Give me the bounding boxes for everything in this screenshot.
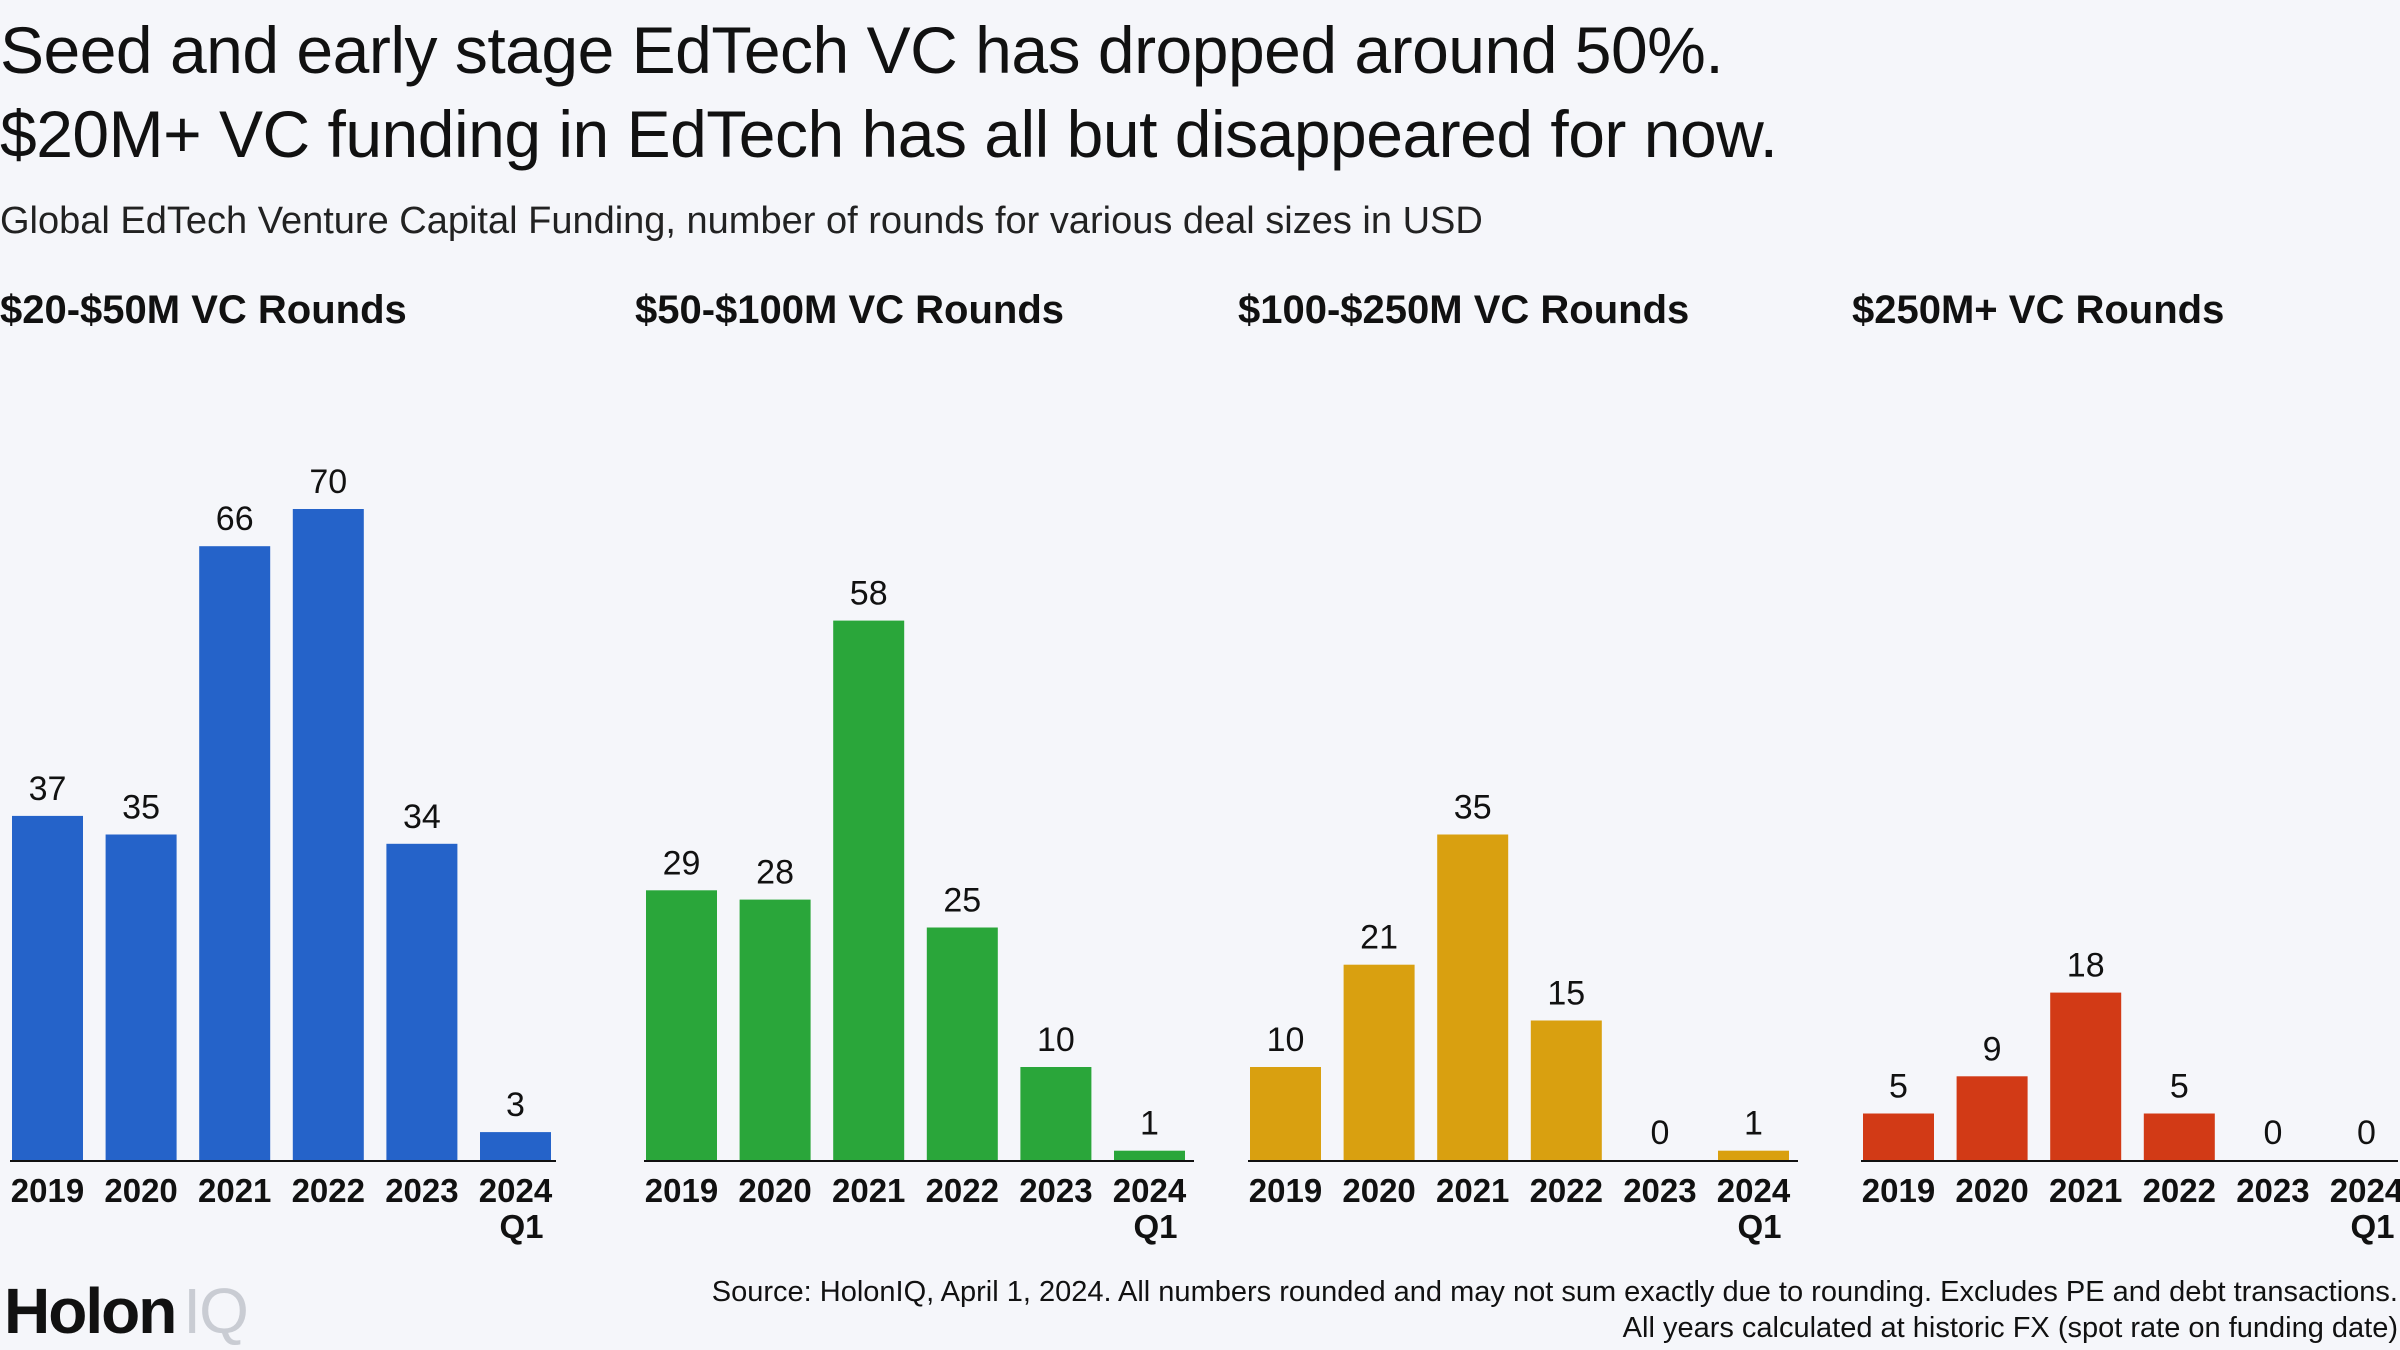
x-tick-label: 2024 bbox=[479, 1172, 553, 1209]
headline-line-2: $20M+ VC funding in EdTech has all but d… bbox=[0, 97, 1778, 171]
data-label: 3 bbox=[506, 1086, 525, 1124]
headline: Seed and early stage EdTech VC has dropp… bbox=[0, 8, 1778, 176]
source-line-1: Source: HolonIQ, April 1, 2024. All numb… bbox=[711, 1276, 2398, 1308]
x-tick-label: 2024 bbox=[2330, 1172, 2400, 1209]
panel-title-2: $50-$100M VC Rounds bbox=[635, 288, 1064, 332]
data-label: 18 bbox=[2067, 947, 2105, 985]
data-label: 37 bbox=[29, 770, 67, 808]
chart-subtitle: Global EdTech Venture Capital Funding, n… bbox=[0, 200, 1483, 242]
x-tick-label: 2020 bbox=[1342, 1172, 1415, 1209]
x-tick-label: 2019 bbox=[1862, 1172, 1935, 1209]
bar bbox=[926, 927, 998, 1160]
data-label: 0 bbox=[2263, 1114, 2282, 1152]
bar bbox=[1530, 1020, 1602, 1160]
bar bbox=[833, 620, 905, 1160]
data-label: 0 bbox=[2357, 1114, 2376, 1152]
data-label: 35 bbox=[122, 789, 160, 827]
data-label: 58 bbox=[850, 575, 888, 613]
x-tick-label: 2020 bbox=[738, 1172, 811, 1209]
x-tick-label: 2020 bbox=[104, 1172, 177, 1209]
x-tick-label-sub: Q1 bbox=[1737, 1208, 1781, 1245]
x-tick-label: 2023 bbox=[385, 1172, 458, 1209]
x-tick-label: 2021 bbox=[2049, 1172, 2122, 1209]
data-label: 5 bbox=[2170, 1068, 2189, 1106]
x-tick-label: 2021 bbox=[198, 1172, 271, 1209]
bar bbox=[2143, 1113, 2215, 1160]
holoniq-logo: Holon IQ bbox=[4, 1275, 249, 1347]
data-label: 10 bbox=[1267, 1021, 1305, 1059]
bar bbox=[105, 834, 177, 1160]
bar bbox=[386, 843, 458, 1160]
x-tick-label: 2019 bbox=[645, 1172, 718, 1209]
headline-line-1: Seed and early stage EdTech VC has dropp… bbox=[0, 13, 1724, 87]
bar bbox=[1114, 1150, 1185, 1160]
data-label: 1 bbox=[1744, 1105, 1763, 1143]
x-tick-label: 2023 bbox=[1019, 1172, 1092, 1209]
bar bbox=[1863, 1113, 1934, 1160]
logo-accent: IQ bbox=[183, 1275, 249, 1347]
data-label: 15 bbox=[1547, 975, 1585, 1013]
data-label: 21 bbox=[1360, 919, 1398, 957]
panel-title-3: $100-$250M VC Rounds bbox=[1238, 288, 1689, 332]
x-tick-label: 2021 bbox=[832, 1172, 905, 1209]
data-label: 29 bbox=[663, 844, 701, 882]
bar bbox=[1718, 1150, 1789, 1160]
bar bbox=[1956, 1076, 2028, 1160]
x-tick-label: 2024 bbox=[1717, 1172, 1791, 1209]
bar bbox=[199, 546, 271, 1160]
data-label: 66 bbox=[216, 500, 254, 538]
source-line-2: All years calculated at historic FX (spo… bbox=[1622, 1312, 2398, 1344]
panel-title-4: $250M+ VC Rounds bbox=[1852, 288, 2224, 332]
x-tick-label: 2022 bbox=[292, 1172, 365, 1209]
data-label: 5 bbox=[1889, 1068, 1908, 1106]
x-tick-label: 2023 bbox=[1623, 1172, 1696, 1209]
data-label: 1 bbox=[1140, 1105, 1159, 1143]
x-tick-label: 2021 bbox=[1436, 1172, 1509, 1209]
data-label: 35 bbox=[1454, 789, 1492, 827]
bar bbox=[1020, 1067, 1092, 1160]
bar bbox=[12, 815, 83, 1160]
bar bbox=[1343, 964, 1415, 1160]
x-tick-label-sub: Q1 bbox=[499, 1208, 543, 1245]
x-tick-label: 2022 bbox=[1530, 1172, 1603, 1209]
bar bbox=[2050, 992, 2122, 1160]
data-label: 10 bbox=[1037, 1021, 1075, 1059]
panel-title-1: $20-$50M VC Rounds bbox=[0, 288, 407, 332]
data-label: 34 bbox=[403, 798, 441, 836]
bar bbox=[1250, 1067, 1321, 1160]
x-tick-label-sub: Q1 bbox=[1133, 1208, 1177, 1245]
bar bbox=[1437, 834, 1509, 1160]
x-tick-label: 2019 bbox=[11, 1172, 84, 1209]
x-tick-label: 2024 bbox=[1113, 1172, 1187, 1209]
bar bbox=[480, 1132, 551, 1160]
source-note: Source: HolonIQ, April 1, 2024. All numb… bbox=[712, 1274, 2398, 1346]
x-tick-label: 2023 bbox=[2236, 1172, 2309, 1209]
x-tick-label: 2020 bbox=[1955, 1172, 2028, 1209]
logo-text: Holon bbox=[4, 1275, 177, 1347]
data-label: 25 bbox=[943, 882, 981, 920]
bar bbox=[739, 899, 811, 1160]
x-tick-label: 2022 bbox=[2143, 1172, 2216, 1209]
bar bbox=[646, 890, 717, 1160]
x-tick-label: 2019 bbox=[1249, 1172, 1322, 1209]
data-label: 70 bbox=[309, 463, 347, 501]
x-tick-label: 2022 bbox=[926, 1172, 999, 1209]
x-tick-label-sub: Q1 bbox=[2350, 1208, 2394, 1245]
data-label: 0 bbox=[1650, 1114, 1669, 1152]
data-label: 9 bbox=[1983, 1030, 2002, 1068]
data-label: 28 bbox=[756, 854, 794, 892]
bar bbox=[292, 509, 364, 1160]
